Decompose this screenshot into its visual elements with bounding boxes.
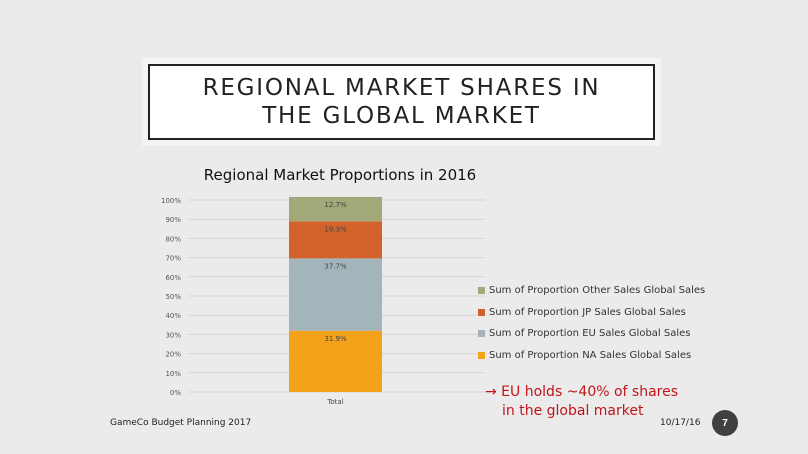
- footer-presentation-name: GameCo Budget Planning 2017: [110, 418, 252, 428]
- legend-item: Sum of Proportion JP Sales Global Sales: [478, 302, 705, 324]
- x-category-label: Total: [326, 398, 343, 406]
- annotation-line-1: → EU holds ~40% of shares: [485, 384, 679, 400]
- chart-legend: Sum of Proportion Other Sales Global Sal…: [478, 280, 705, 366]
- bar-segment: [289, 221, 382, 259]
- y-tick-label: 80%: [165, 235, 181, 243]
- legend-label: Sum of Proportion NA Sales Global Sales: [489, 349, 692, 361]
- footer-date: 10/17/16: [660, 418, 701, 428]
- legend-label: Sum of Proportion JP Sales Global Sales: [489, 306, 686, 318]
- y-tick-label: 100%: [161, 197, 181, 205]
- y-tick-label: 20%: [165, 351, 181, 359]
- data-label: 31.9%: [324, 335, 347, 343]
- legend-label: Sum of Proportion EU Sales Global Sales: [489, 328, 691, 340]
- legend-swatch: [478, 308, 485, 316]
- slide-title-box: REGIONAL MARKET SHARES IN THE GLOBAL MAR…: [148, 64, 655, 140]
- legend-item: Sum of Proportion EU Sales Global Sales: [478, 323, 705, 345]
- chart-title: Regional Market Proportions in 2016: [203, 166, 477, 184]
- bar-segment: [289, 196, 382, 222]
- legend-swatch: [478, 287, 485, 295]
- y-tick-label: 70%: [165, 255, 181, 263]
- legend-swatch: [478, 330, 485, 338]
- data-label: 37.7%: [324, 262, 347, 270]
- y-tick-label: 50%: [165, 293, 181, 301]
- y-tick-label: 40%: [165, 312, 181, 320]
- slide-title: REGIONAL MARKET SHARES IN THE GLOBAL MAR…: [202, 75, 601, 129]
- page-number-badge: 7: [712, 410, 738, 436]
- bar-segment: [289, 258, 382, 331]
- y-tick-label: 0%: [170, 389, 181, 397]
- bar-segment: [289, 330, 382, 392]
- y-tick-label: 10%: [165, 370, 181, 378]
- data-label: 19.3%: [324, 225, 347, 233]
- y-tick-label: 30%: [165, 331, 181, 339]
- legend-label: Sum of Proportion Other Sales Global Sal…: [489, 285, 706, 297]
- annotation-line-2: in the global market: [502, 403, 644, 419]
- y-tick-label: 60%: [165, 274, 181, 282]
- data-label: 12.7%: [324, 201, 347, 209]
- y-tick-label: 90%: [165, 216, 181, 224]
- legend-item: Sum of Proportion NA Sales Global Sales: [478, 345, 705, 367]
- legend-item: Sum of Proportion Other Sales Global Sal…: [478, 280, 705, 302]
- annotation-note: → EU holds ~40% of shares in the global …: [485, 383, 678, 421]
- legend-swatch: [478, 351, 485, 359]
